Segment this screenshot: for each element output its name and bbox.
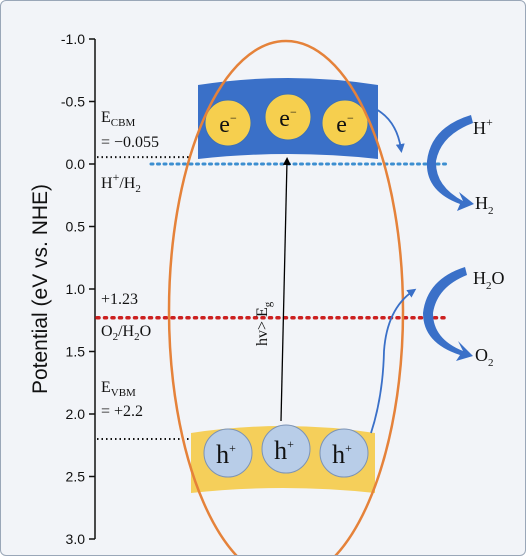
vbm-value-label: = +2.2 xyxy=(101,403,143,420)
electron-2: e− xyxy=(264,93,312,141)
particle-ellipse xyxy=(167,39,405,555)
electron-1: e− xyxy=(204,99,252,147)
svg-text:h+: h+ xyxy=(274,436,294,465)
hole-2: h+ xyxy=(261,424,311,474)
y-tick-label: 2.0 xyxy=(66,406,86,422)
y-axis-label: Potential (eV vs. NHE) xyxy=(29,184,52,394)
cbm-name-label: ECBM xyxy=(101,109,135,129)
hole-transfer-arrow xyxy=(370,288,417,434)
y-tick-label: 0.5 xyxy=(66,219,86,235)
vbm-name-label: EVBM xyxy=(101,379,136,399)
h2o-label: H2O xyxy=(473,268,505,292)
o2-value-label: +1.23 xyxy=(101,291,138,308)
h-plus-label: H+ xyxy=(473,115,493,138)
svg-text:e−: e− xyxy=(336,111,354,138)
electron-3: e− xyxy=(321,99,369,147)
y-tick-label: 3.0 xyxy=(66,531,86,547)
svg-text:e−: e− xyxy=(219,111,237,138)
y-tick-label: 0.0 xyxy=(66,156,86,172)
y-tick-label: 1.0 xyxy=(66,281,86,297)
excitation-label: hv> Eg xyxy=(254,301,274,346)
y-axis-ticks: -1.0 -0.5 0.0 0.5 1.0 1.5 2.0 2.5 3.0 xyxy=(61,31,95,547)
oxygen-reaction-arrow xyxy=(423,267,473,361)
h2-product-label: H2 xyxy=(475,193,494,217)
svg-text:h+: h+ xyxy=(332,440,352,469)
y-tick-label: 2.5 xyxy=(66,469,86,485)
y-tick-label: -1.0 xyxy=(61,31,85,47)
y-tick-label: 1.5 xyxy=(66,344,86,360)
y-tick-label: -0.5 xyxy=(61,94,85,110)
hole-3: h+ xyxy=(319,428,369,478)
o2-couple-label: O2/H2O xyxy=(101,323,151,343)
cbm-value-label: = −0.055 xyxy=(101,134,159,151)
y-axis: -1.0 -0.5 0.0 0.5 1.0 1.5 2.0 2.5 3.0 Potential … xyxy=(29,31,96,547)
h2-couple-label: H+/H2 xyxy=(101,170,141,195)
electron-transfer-arrow xyxy=(368,105,405,153)
hydrogen-reaction-arrow xyxy=(426,115,474,211)
hole-1: h+ xyxy=(203,428,253,478)
excitation-arrow xyxy=(280,157,291,422)
svg-text:e−: e− xyxy=(279,105,297,132)
o2-product-label: O2 xyxy=(475,345,494,369)
svg-text:h+: h+ xyxy=(216,440,236,469)
